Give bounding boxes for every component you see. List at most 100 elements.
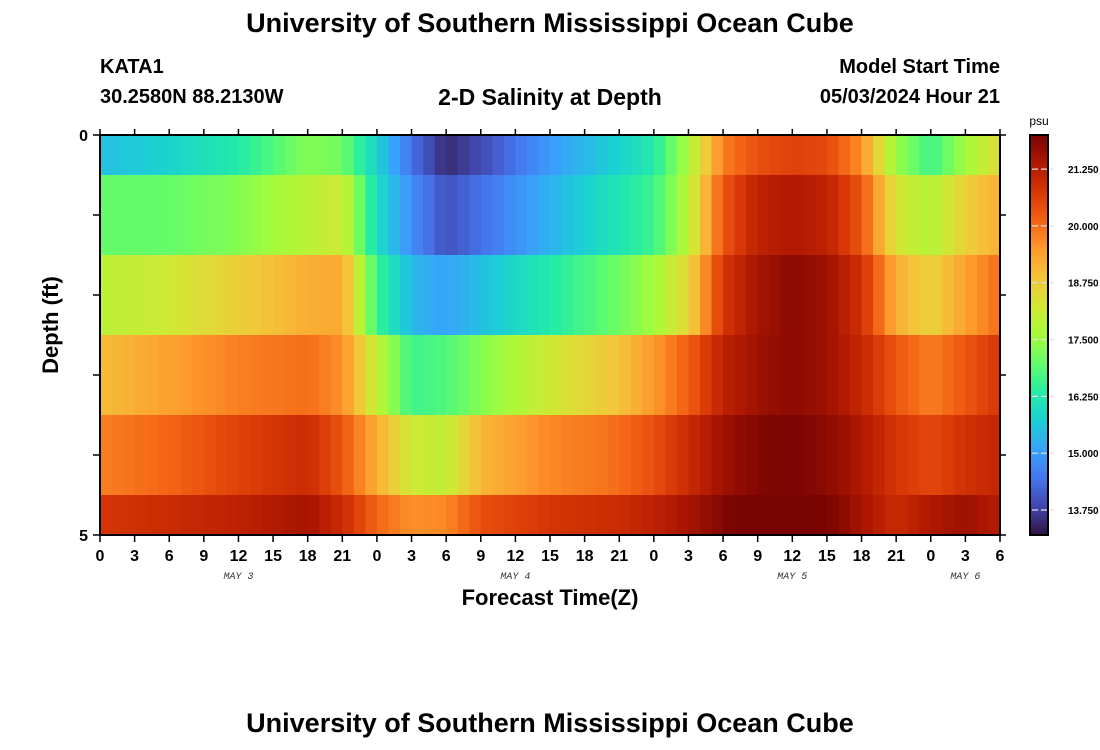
heatmap-cell: [273, 335, 286, 416]
heatmap-cell: [146, 175, 159, 256]
colorbar-segment: [1030, 265, 1048, 269]
x-axis-label: Forecast Time(Z): [462, 585, 639, 610]
heatmap-cell: [723, 335, 736, 416]
heatmap-cell: [550, 175, 563, 256]
heatmap-cell: [296, 135, 309, 176]
heatmap-cell: [976, 135, 990, 176]
heatmap-cell: [596, 415, 609, 496]
colorbar-segment: [1030, 478, 1048, 483]
heatmap-cell: [434, 335, 447, 416]
heatmap-cell: [273, 495, 286, 536]
heatmap-cell: [642, 135, 655, 176]
heatmap-cell: [203, 495, 216, 536]
heatmap-cell: [100, 335, 113, 416]
heatmap-cell: [480, 255, 493, 336]
heatmap-cell: [400, 135, 413, 176]
heatmap-cell: [492, 135, 505, 176]
heatmap-cell: [803, 255, 816, 336]
heatmap-cell: [792, 135, 805, 176]
heatmap-cell: [988, 335, 1001, 416]
heatmap-cell: [688, 415, 701, 496]
heatmap-cell: [688, 255, 701, 336]
date-label: MAY 6: [950, 572, 980, 583]
heatmap-cell: [942, 335, 955, 416]
heatmap-cell: [526, 335, 540, 416]
heatmap-cell: [446, 415, 459, 496]
heatmap-cell: [861, 255, 874, 336]
heatmap-cell: [526, 415, 540, 496]
heatmap-cell: [746, 335, 759, 416]
heatmap-cell: [284, 495, 297, 536]
heatmap-cell: [273, 175, 286, 256]
colorbar-segment: [1030, 178, 1048, 183]
colorbar-segment: [1030, 318, 1048, 323]
heatmap-cell: [746, 255, 759, 336]
heatmap-cell: [538, 135, 551, 176]
colorbar-segment: [1030, 348, 1048, 353]
colorbar-segment: [1030, 298, 1048, 303]
colorbar-segment: [1030, 385, 1048, 389]
heatmap-cell: [642, 415, 655, 496]
heatmap-cell: [919, 135, 932, 176]
heatmap-cell: [803, 335, 816, 416]
colorbar-segment: [1030, 138, 1048, 143]
heatmap-cell: [607, 135, 620, 176]
heatmap-cell: [596, 495, 609, 536]
heatmap-cell: [157, 135, 170, 176]
heatmap-cell: [100, 255, 113, 336]
heatmap-cell: [919, 495, 932, 536]
heatmap-cell: [423, 175, 436, 256]
heatmap-cell: [815, 415, 828, 496]
heatmap-cell: [538, 415, 551, 496]
x-tick-label: 18: [576, 548, 594, 565]
colorbar-segment: [1030, 471, 1048, 476]
heatmap-cell: [215, 135, 228, 176]
heatmap-cell: [976, 255, 990, 336]
colorbar-segment: [1030, 365, 1048, 369]
heatmap-cell: [169, 135, 182, 176]
heatmap-cell: [884, 415, 897, 496]
heatmap-cell: [596, 175, 609, 256]
heatmap-cell: [711, 495, 724, 536]
model-start-label: Model Start Time: [839, 56, 1000, 78]
station-id: KATA1: [100, 56, 164, 78]
heatmap-cell: [780, 335, 793, 416]
heatmap-cell: [769, 175, 782, 256]
heatmap-cell: [665, 175, 678, 256]
heatmap-cell: [238, 495, 251, 536]
colorbar-segment: [1030, 161, 1048, 166]
heatmap-cell: [538, 175, 551, 256]
colorbar-segment: [1030, 135, 1048, 139]
heatmap-cell: [942, 255, 955, 336]
heatmap-cell: [434, 495, 447, 536]
heatmap-cell: [896, 255, 909, 336]
heatmap-cell: [838, 175, 851, 256]
heatmap-cell: [953, 175, 966, 256]
heatmap-cell: [815, 255, 828, 336]
heatmap-cell: [930, 495, 943, 536]
heatmap-cell: [538, 335, 551, 416]
heatmap-cell: [665, 415, 678, 496]
heatmap-cell: [746, 135, 759, 176]
heatmap-cell: [584, 255, 597, 336]
heatmap-cell: [850, 135, 863, 176]
heatmap-cell: [146, 335, 159, 416]
heatmap-cell: [134, 415, 147, 496]
colorbar-segment: [1030, 465, 1048, 469]
heatmap-cell: [769, 335, 782, 416]
heatmap-cell: [434, 415, 447, 496]
date-label: MAY 4: [500, 572, 530, 583]
heatmap-cell: [400, 175, 413, 256]
colorbar-tick-label: 13.750: [1068, 506, 1099, 517]
heatmap-cell: [423, 255, 436, 336]
x-axis: 0 3 6 9 12 15 18 21 0 3 6 9 12 15 18 21 0 3 6 9 12 15 18 21 0 3 6 M…: [96, 129, 1005, 583]
heatmap-cell: [665, 135, 678, 176]
heatmap-cell: [769, 495, 782, 536]
heatmap-cell: [792, 255, 805, 336]
colorbar-segment: [1030, 241, 1048, 246]
heatmap-cell: [642, 495, 655, 536]
heatmap-cell: [353, 335, 366, 416]
colorbar-segment: [1030, 141, 1048, 146]
heatmap-cell: [423, 495, 436, 536]
heatmap-cell: [365, 335, 378, 416]
